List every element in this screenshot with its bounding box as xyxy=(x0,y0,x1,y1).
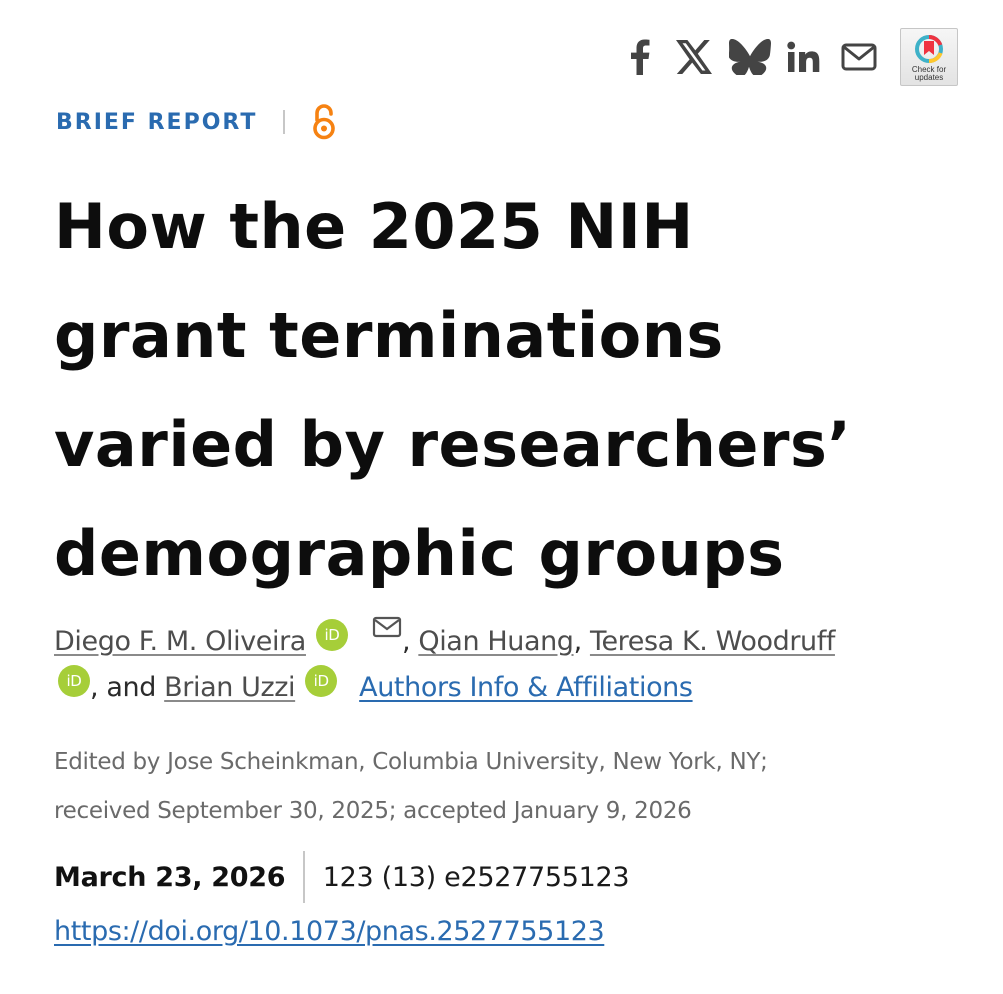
title-line: demographic groups xyxy=(54,517,785,590)
linkedin-icon[interactable] xyxy=(784,35,824,79)
divider xyxy=(283,110,285,134)
author-line: iD, and Brian Uzzi iD Authors Info & Affil… xyxy=(54,660,954,716)
author-separator: , xyxy=(401,626,411,657)
author-list: Diego F. M. Oliveira iD, Qian Huang, Tere… xyxy=(54,604,954,716)
volume-issue: 123 (13) e2527755123 xyxy=(322,861,630,893)
orcid-icon[interactable]: iD xyxy=(58,665,90,697)
publication-info: March 23, 2026 123 (13) e2527755123 xyxy=(54,851,630,903)
title-line: varied by researchers’ xyxy=(54,408,852,481)
article-type-row: BRIEF REPORT xyxy=(56,104,339,140)
email-icon[interactable] xyxy=(838,35,880,79)
title-line: grant terminations xyxy=(54,299,724,372)
crossmark-icon xyxy=(915,35,943,63)
orcid-icon[interactable]: iD xyxy=(305,665,338,697)
author-link-uzzi[interactable]: Brian Uzzi xyxy=(164,672,296,703)
check-for-updates-button[interactable]: Check for updates xyxy=(900,28,958,86)
check-updates-label: Check for updates xyxy=(911,65,947,82)
author-separator: , and xyxy=(90,672,156,703)
bluesky-icon[interactable] xyxy=(728,35,772,79)
article-type-label: BRIEF REPORT xyxy=(56,109,258,135)
author-line: Diego F. M. Oliveira iD, Qian Huang, Tere… xyxy=(54,604,954,660)
email-icon[interactable] xyxy=(372,604,402,638)
open-access-icon xyxy=(311,104,339,140)
publication-date: March 23, 2026 xyxy=(54,861,286,893)
divider xyxy=(303,851,305,903)
author-link-woodruff[interactable]: Teresa K. Woodruff xyxy=(589,626,835,657)
author-link-huang[interactable]: Qian Huang xyxy=(418,626,574,657)
edited-by-text: Edited by Jose Scheinkman, Columbia Univ… xyxy=(54,749,768,775)
x-icon[interactable] xyxy=(674,35,714,79)
share-bar: Check for updates xyxy=(622,28,958,86)
title-line: How the 2025 NIH xyxy=(54,190,694,263)
author-separator: , xyxy=(573,626,583,657)
received-accepted-text: received September 30, 2025; accepted Ja… xyxy=(54,798,692,824)
orcid-icon[interactable]: iD xyxy=(315,619,348,651)
doi-link[interactable]: https://doi.org/10.1073/pnas.2527755123 xyxy=(54,916,605,947)
facebook-icon[interactable] xyxy=(622,35,658,79)
author-link-oliveira[interactable]: Diego F. M. Oliveira xyxy=(54,626,306,657)
authors-info-affiliations-link[interactable]: Authors Info & Affiliations xyxy=(359,672,693,703)
editorial-info: Edited by Jose Scheinkman, Columbia Univ… xyxy=(54,738,934,836)
article-title: How the 2025 NIH grant terminations vari… xyxy=(54,172,954,608)
